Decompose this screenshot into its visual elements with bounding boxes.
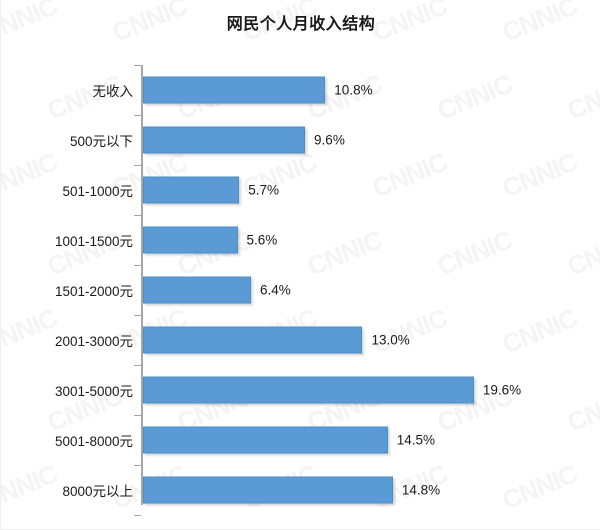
value-label: 9.6%	[314, 132, 345, 148]
bar-row: 500元以下 9.6%	[1, 115, 600, 165]
plot-area: 无收入 10.8% 500元以下 9.6% 501-1000元 5.7% 1001-1500…	[1, 58, 600, 516]
axis-tick	[134, 515, 141, 516]
bar-row: 5001-8000元 14.5%	[1, 415, 600, 465]
bar	[143, 426, 388, 454]
value-label: 14.5%	[396, 432, 436, 448]
category-label: 8000元以上	[62, 484, 133, 499]
chart-title: 网民个人月收入结构	[226, 16, 376, 33]
bar-row: 1501-2000元 6.4%	[1, 265, 600, 315]
category-label: 1001-1500元	[54, 234, 133, 249]
axis-tick	[134, 365, 141, 366]
category-label: 3001-5000元	[54, 384, 133, 399]
category-label: 5001-8000元	[54, 434, 133, 449]
category-axis-line	[141, 65, 143, 505]
category-label: 500元以下	[69, 134, 133, 149]
bar	[143, 126, 306, 154]
bar	[143, 376, 474, 404]
category-label: 2001-3000元	[54, 334, 133, 349]
bar	[143, 176, 240, 204]
bar	[143, 476, 393, 504]
bar	[143, 326, 363, 354]
value-label: 5.6%	[246, 232, 278, 248]
axis-tick	[134, 265, 141, 266]
axis-tick	[134, 115, 141, 116]
bar	[143, 226, 238, 254]
axis-tick	[134, 465, 141, 466]
axis-tick	[134, 215, 141, 216]
category-label: 1501-2000元	[54, 284, 133, 299]
category-label: 501-1000元	[62, 184, 133, 199]
value-label: 6.4%	[260, 282, 291, 298]
bar-row: 无收入 10.8%	[1, 65, 600, 115]
bar-row: 8000元以上 14.8%	[1, 465, 600, 515]
value-label: 5.7%	[248, 182, 279, 198]
bar-row: 1001-1500元 5.6%	[1, 215, 600, 265]
bar	[143, 76, 326, 104]
bar	[143, 276, 252, 304]
value-label: 13.0%	[371, 332, 410, 348]
value-label: 10.8%	[334, 82, 373, 98]
axis-tick	[134, 415, 141, 416]
axis-tick	[134, 65, 141, 66]
axis-tick	[134, 315, 141, 316]
bar-row: 2001-3000元 13.0%	[1, 315, 600, 365]
value-label: 19.6%	[482, 382, 522, 398]
bar-row: 3001-5000元 19.6%	[1, 365, 600, 415]
bar-row: 501-1000元 5.7%	[1, 165, 600, 215]
category-label: 无收入	[92, 84, 134, 99]
axis-tick	[134, 165, 141, 166]
value-label: 14.8%	[401, 482, 441, 498]
